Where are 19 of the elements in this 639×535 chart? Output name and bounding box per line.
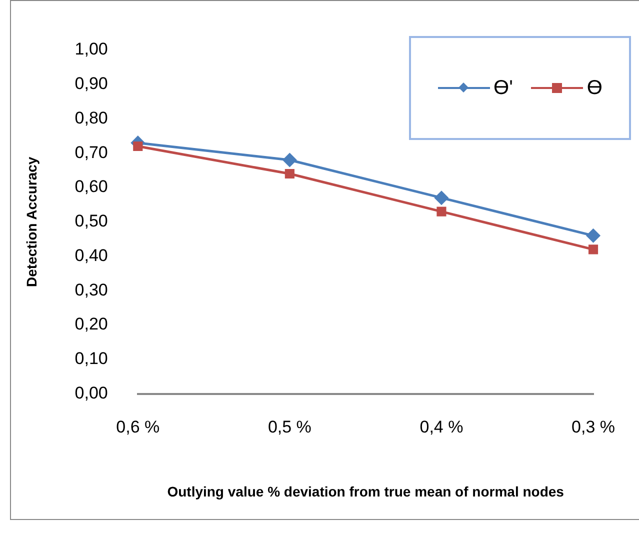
y-tick-label: 0,90 (74, 74, 108, 94)
y-tick-label: 0,80 (74, 108, 108, 128)
x-axis-title: Outlying value % deviation from true mean of normal nodes (167, 483, 564, 500)
x-tick-label: 0,6 % (116, 418, 160, 437)
y-tick-label: 0,20 (74, 314, 108, 334)
x-tick-label: 0,3 % (572, 418, 616, 437)
x-tick-label: 0,4 % (420, 418, 464, 437)
y-tick-label: 1,00 (74, 40, 108, 59)
y-tick-label: 0,30 (74, 280, 108, 300)
x-tick-label: 0,5 % (268, 418, 312, 437)
y-tick-label: 0,50 (74, 212, 108, 231)
legend-label: ϴ (586, 76, 602, 100)
y-axis-title: Detection Accuracy (23, 156, 40, 287)
y-tick-label: 0,40 (74, 246, 108, 265)
y-tick-label: 0,00 (74, 383, 108, 402)
y-tick-label: 0,60 (74, 177, 108, 196)
y-tick-label: 0,70 (74, 142, 108, 162)
legend-label: ϴ' (494, 76, 513, 100)
y-tick-label: 0,10 (74, 349, 108, 368)
